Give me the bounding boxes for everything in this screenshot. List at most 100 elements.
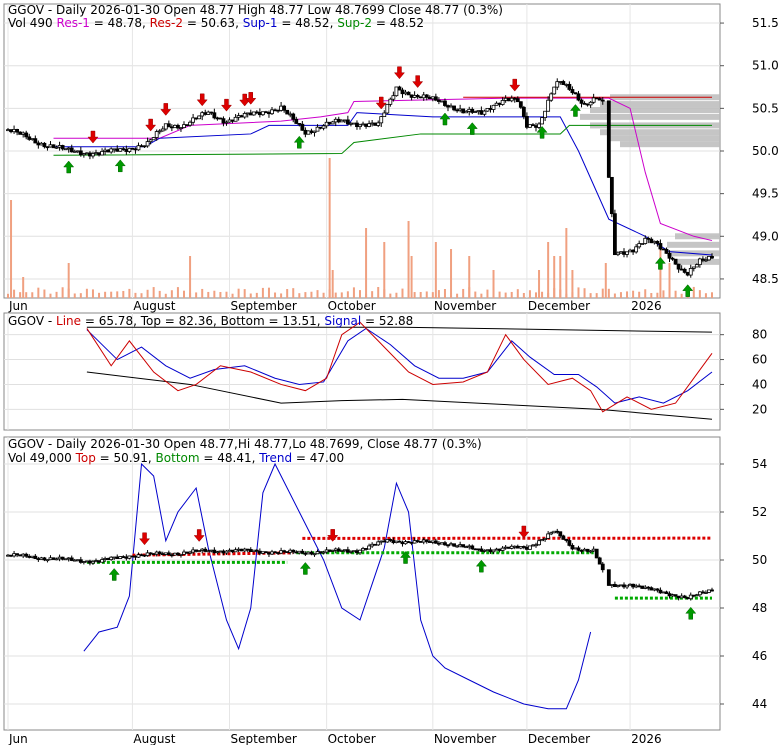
- trend-candle: [558, 531, 563, 537]
- price-candle: [664, 248, 669, 254]
- trend-candle: [570, 545, 575, 550]
- price-candle: [509, 97, 514, 102]
- price-candle: [103, 149, 108, 152]
- trend-candle: [700, 591, 705, 594]
- price-candle: [139, 145, 144, 148]
- volume-bar: [419, 291, 422, 298]
- trend-candle: [100, 559, 104, 563]
- price-candle: [685, 272, 690, 276]
- trend-candle: [649, 587, 654, 591]
- trend-candle: [282, 550, 287, 553]
- volume-bar: [110, 291, 113, 298]
- trend-candle: [9, 554, 13, 557]
- trend-candle: [652, 588, 657, 591]
- price-candle: [367, 123, 372, 127]
- price-candle: [172, 124, 177, 129]
- volume-bar: [365, 228, 368, 298]
- volume-bar: [692, 286, 695, 298]
- trend-candle: [412, 540, 417, 544]
- price-candle: [182, 124, 186, 128]
- trend-candle: [461, 544, 466, 548]
- price-candle: [239, 115, 244, 118]
- price-candle: [48, 144, 53, 148]
- price-candle: [500, 99, 505, 105]
- price-candle: [312, 130, 317, 133]
- price-candle: [564, 83, 569, 86]
- price-candle: [151, 137, 156, 141]
- volume-bar: [425, 291, 428, 298]
- trend-candle: [631, 583, 636, 588]
- p1-y-tick-label: 51.5: [752, 16, 779, 30]
- volume-bar: [650, 293, 653, 298]
- price-candle: [124, 149, 129, 152]
- trend-candle: [573, 547, 578, 550]
- trend-candle: [424, 539, 429, 542]
- trend-candle: [106, 558, 111, 560]
- trend-line: [83, 462, 592, 710]
- volume-bar: [450, 249, 453, 298]
- price-candle: [273, 109, 277, 112]
- trend-candle: [534, 544, 538, 547]
- trend-candle: [42, 557, 47, 561]
- price-candle: [318, 126, 323, 129]
- price-candle: [109, 148, 114, 153]
- volume-bar: [328, 289, 331, 298]
- price-candle: [473, 111, 478, 113]
- trend-candle: [348, 550, 353, 553]
- trend-candle: [528, 545, 532, 550]
- trend-candle: [130, 555, 135, 558]
- p1-y-tick-label: 50.0: [752, 144, 779, 158]
- price-candle: [157, 130, 162, 133]
- trend-candle: [710, 589, 714, 592]
- price-candle: [658, 243, 663, 250]
- trend-candle: [218, 550, 223, 553]
- volume-bar: [331, 270, 334, 298]
- trend-candle: [209, 549, 214, 552]
- price-candle: [297, 123, 302, 125]
- price-candle: [528, 124, 532, 128]
- trend-down-arrow-icon: [327, 529, 339, 542]
- trend-candle: [612, 583, 617, 588]
- trend-candle: [124, 556, 129, 559]
- p1-y-tick-label: 49.0: [752, 229, 779, 243]
- trend-candle: [473, 548, 478, 551]
- price-candle: [218, 117, 223, 120]
- trend-candle: [333, 548, 338, 551]
- trend-candle: [588, 550, 593, 553]
- price-candle: [282, 105, 287, 111]
- trend-candle: [373, 543, 378, 546]
- trend-candle: [658, 589, 663, 594]
- price-candle: [625, 251, 629, 255]
- price-candle: [145, 141, 150, 147]
- volume-bar: [61, 287, 64, 298]
- price-candle: [133, 148, 138, 151]
- price-candle: [370, 122, 375, 125]
- price-candle: [591, 97, 596, 103]
- price-down-arrow-icon: [509, 78, 521, 92]
- trend-candle: [312, 553, 317, 556]
- trend-candle: [421, 539, 426, 543]
- price-candle: [294, 118, 299, 124]
- price-candle: [673, 258, 678, 265]
- trend-candle: [682, 595, 687, 598]
- trend-candle: [136, 554, 141, 558]
- volume-bar: [656, 292, 659, 298]
- volume-bar: [644, 289, 647, 298]
- trend-candle: [518, 546, 523, 549]
- price-candle: [616, 252, 620, 256]
- volume-bar: [152, 287, 155, 298]
- price-candle: [115, 148, 120, 152]
- price-candle: [479, 110, 484, 115]
- volume-bar: [116, 291, 119, 298]
- x-axis-label: August: [133, 299, 175, 313]
- price-candle: [385, 103, 390, 114]
- price-candle: [628, 249, 632, 253]
- price-candle: [400, 89, 405, 95]
- trend-candle: [436, 542, 441, 545]
- volume-bar: [85, 288, 88, 298]
- price-candle: [540, 117, 544, 125]
- trend-candle: [361, 548, 365, 551]
- x-axis-label: 2026: [631, 732, 662, 745]
- price-candle: [209, 111, 214, 114]
- trend-candle: [267, 552, 271, 555]
